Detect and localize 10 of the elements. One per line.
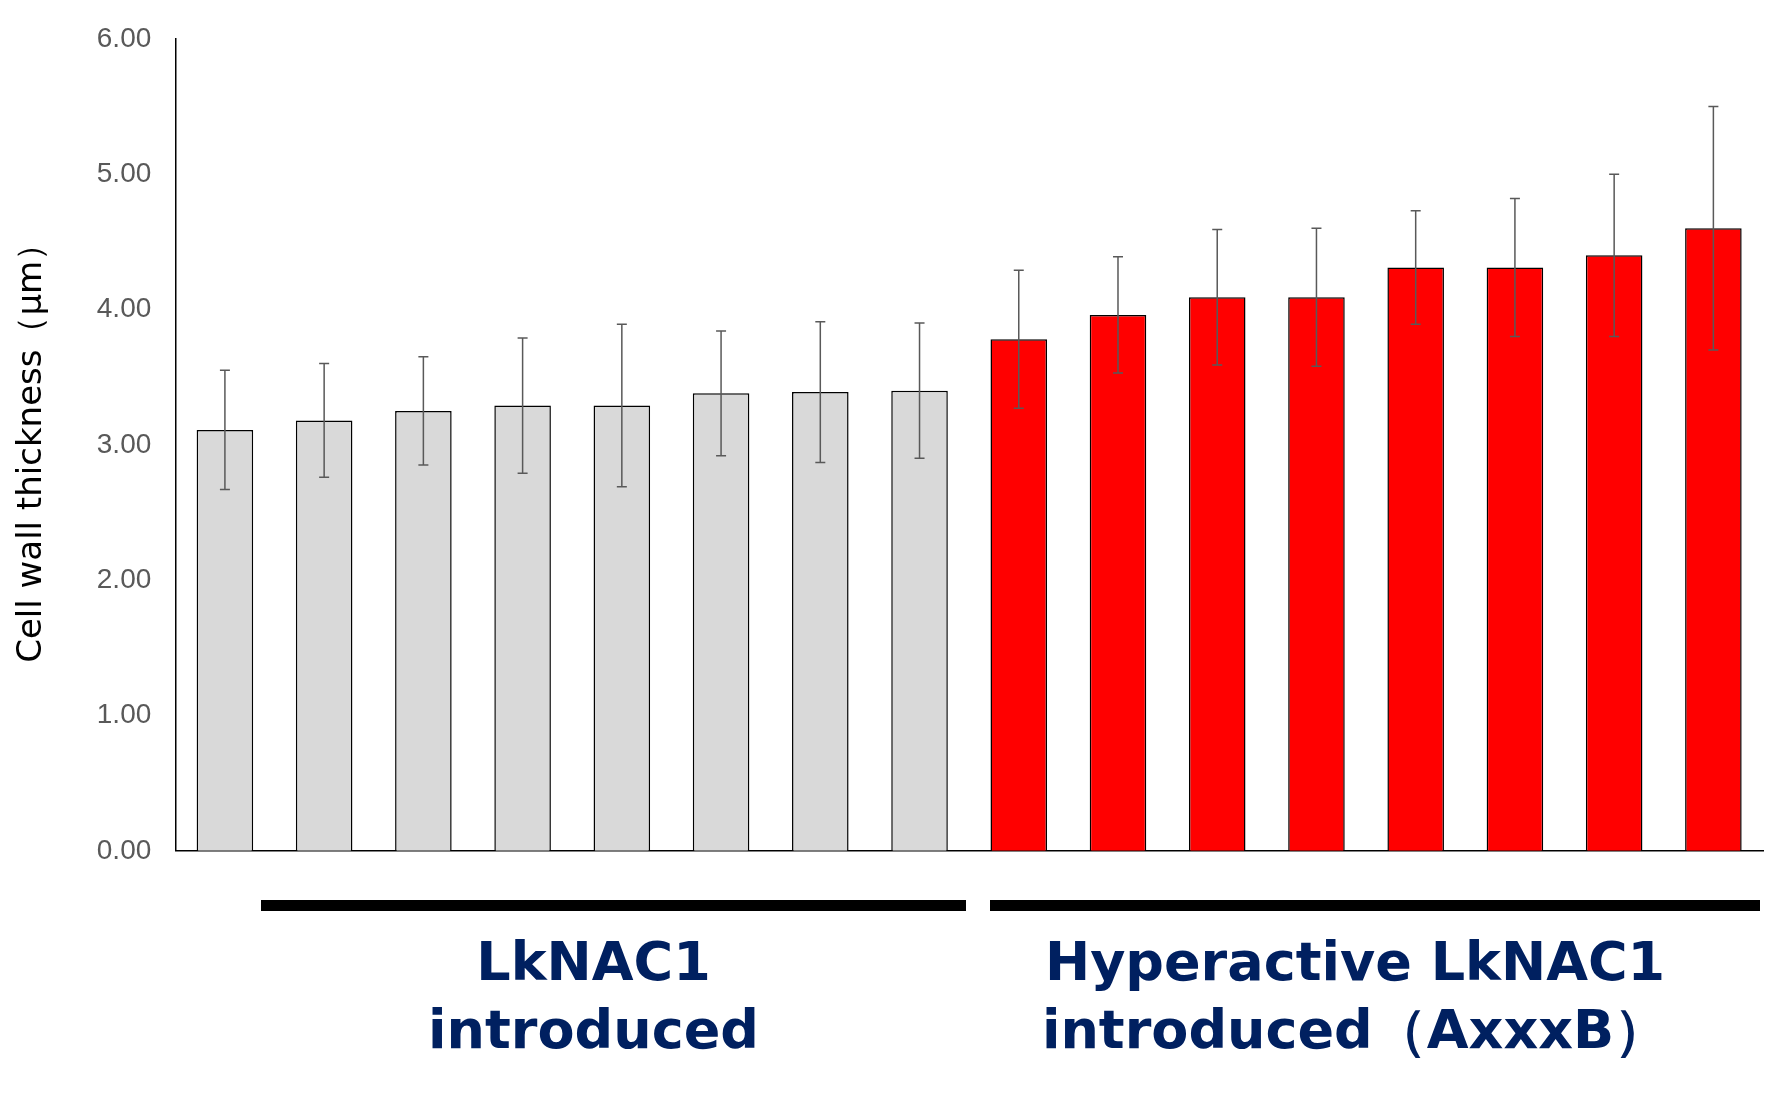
y-tick-label: 5.00 xyxy=(96,156,152,188)
y-tick-label: 2.00 xyxy=(96,562,152,594)
y-tick-label: 3.00 xyxy=(96,427,152,459)
y-tick-label: 1.00 xyxy=(96,698,152,730)
text: Hyperactive LkNAC1 introduced（AxxxB） xyxy=(1040,929,1670,1063)
y-tick-label: 6.00 xyxy=(96,21,152,53)
y-axis-title: Cell wall thickness（μm） xyxy=(9,226,50,663)
y-tick-label: 4.00 xyxy=(96,292,152,324)
text: LkNAC1 introduced xyxy=(427,929,760,1063)
y-tick-label: 0.00 xyxy=(96,833,152,865)
